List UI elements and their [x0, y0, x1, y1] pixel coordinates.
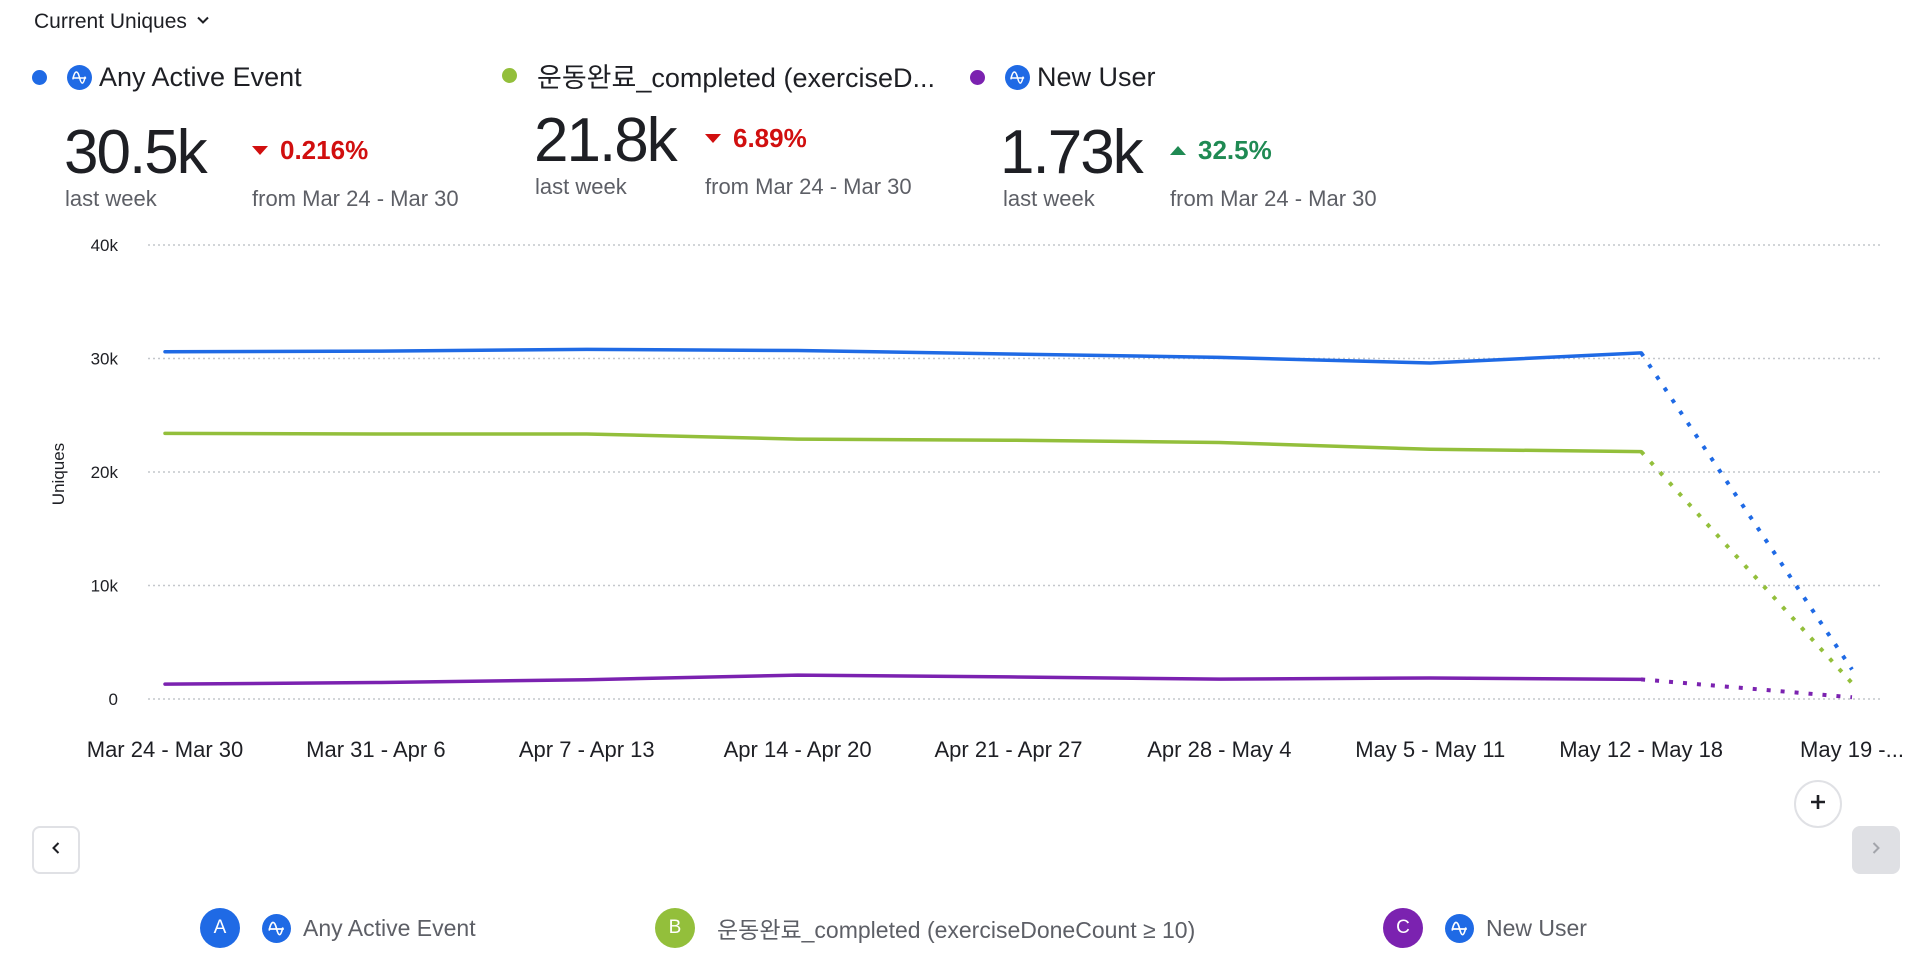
kpi-new-user: New User 1.73k last week 32.5% from Mar …: [970, 62, 1430, 222]
kpi-period: last week: [535, 174, 627, 199]
x-tick-label: Mar 24 - Mar 30: [87, 737, 244, 762]
legend-label: Any Active Event: [303, 914, 476, 941]
x-axis-ticks: Mar 24 - Mar 30 Mar 31 - Apr 6 Apr 7 - Apr…: [87, 737, 1904, 762]
kpi-value: 21.8k: [534, 106, 678, 175]
kpi-compare: from Mar 24 - Mar 30: [1170, 186, 1377, 211]
kpi-change-value: 0.216%: [280, 135, 369, 165]
caret-down-icon: [252, 146, 268, 155]
caret-up-icon: [1170, 146, 1186, 155]
legend-item-b[interactable]: B 운동완료_completed (exerciseDoneCount ≥ 10…: [655, 908, 1195, 948]
amplitude-icon: [1005, 65, 1030, 90]
kpi-name: New User: [1037, 62, 1156, 92]
x-tick-label: Apr 7 - Apr 13: [519, 737, 655, 762]
series-incomplete-segment: [1640, 677, 1853, 700]
kpi-change-value: 6.89%: [733, 123, 807, 153]
kpi-compare: from Mar 24 - Mar 30: [705, 174, 912, 199]
kpi-value: 30.5k: [64, 118, 208, 187]
kpi-change: 32.5%: [1170, 135, 1272, 166]
x-tick-label: May 12 - May 18: [1559, 737, 1723, 762]
chevron-left-icon: [48, 840, 64, 861]
kpi-change: 6.89%: [705, 123, 807, 154]
x-tick-label: Apr 28 - May 4: [1147, 737, 1291, 762]
kpi-name: Any Active Event: [99, 62, 302, 92]
y-axis-ticks: 0 10k 20k 30k 40k: [91, 236, 119, 709]
add-annotation-button[interactable]: [1794, 780, 1842, 828]
y-axis-label: Uniques: [49, 443, 68, 505]
series-line: [163, 347, 1643, 365]
x-tick-label: May 5 - May 11: [1355, 737, 1505, 762]
chevron-right-icon: [1868, 840, 1884, 861]
series-line: [163, 431, 1643, 454]
y-tick-label: 0: [109, 690, 118, 709]
series-color-dot: [32, 70, 47, 85]
series-line: [163, 673, 1643, 686]
kpi-period: last week: [1003, 186, 1095, 211]
kpi-compare: from Mar 24 - Mar 30: [252, 186, 459, 211]
y-tick-label: 20k: [91, 463, 119, 482]
x-tick-label: Apr 21 - Apr 27: [935, 737, 1083, 762]
legend-label: 운동완료_completed (exerciseDoneCount ≥ 10): [717, 917, 1196, 943]
series-incomplete-segment: [1639, 450, 1854, 685]
plus-icon: [1808, 792, 1828, 817]
amplitude-icon: [67, 65, 92, 90]
x-tick-label: May 19 -...: [1800, 737, 1904, 762]
series-lines: [163, 347, 1854, 700]
kpi-exercise-completed: 운동완료_completed (exerciseD... 21.8k last …: [502, 56, 962, 216]
chevron-down-icon: [195, 10, 211, 34]
amplitude-icon: [262, 913, 291, 943]
caret-down-icon: [705, 134, 721, 143]
kpi-change: 0.216%: [252, 135, 368, 166]
kpi-header: New User: [970, 62, 1430, 93]
x-tick-label: Apr 14 - Apr 20: [724, 737, 872, 762]
legend-item-a[interactable]: A Any Active Event: [200, 908, 476, 948]
legend-label: New User: [1486, 914, 1587, 941]
chart-prev-button[interactable]: [32, 826, 80, 874]
kpi-any-active-event: Any Active Event 30.5k last week 0.216% …: [32, 62, 492, 222]
kpi-period: last week: [65, 186, 157, 211]
series-color-dot: [970, 70, 985, 85]
grid-lines: [148, 244, 1880, 700]
legend-item-c[interactable]: C New User: [1383, 908, 1587, 948]
kpi-name: 운동완료_completed (exerciseD...: [537, 63, 935, 93]
y-tick-label: 30k: [91, 350, 119, 369]
series-color-dot: [502, 68, 517, 83]
y-tick-label: 10k: [91, 577, 119, 596]
chart-next-button[interactable]: [1852, 826, 1900, 874]
x-tick-label: Mar 31 - Apr 6: [306, 737, 445, 762]
kpi-value: 1.73k: [1000, 118, 1144, 187]
legend-badge: A: [200, 908, 240, 948]
series-incomplete-segment: [1639, 351, 1854, 671]
legend-badge: C: [1383, 908, 1423, 948]
metric-selector[interactable]: Current Uniques: [34, 10, 211, 34]
legend-badge: B: [655, 908, 695, 948]
metric-selector-label: Current Uniques: [34, 10, 187, 33]
kpi-header: Any Active Event: [32, 62, 492, 93]
kpi-change-value: 32.5%: [1198, 135, 1272, 165]
y-tick-label: 40k: [91, 236, 119, 255]
kpi-header: 운동완료_completed (exerciseD...: [502, 56, 962, 95]
amplitude-icon: [1445, 913, 1474, 943]
